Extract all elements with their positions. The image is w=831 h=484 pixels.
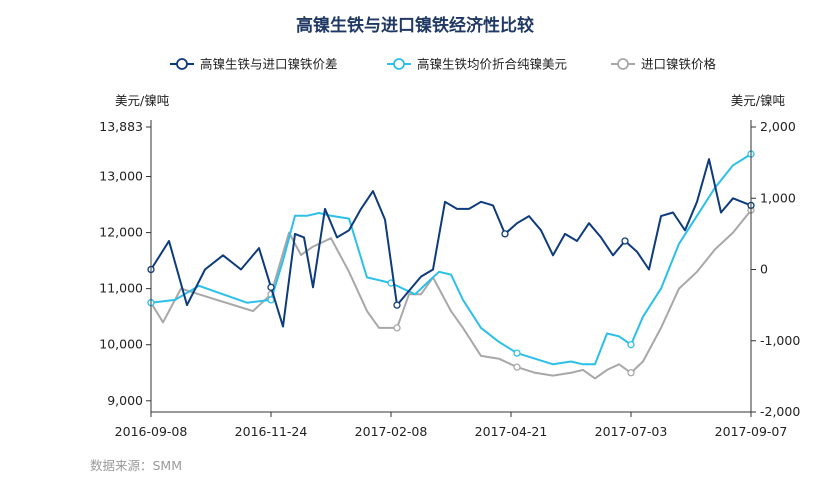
series-marker bbox=[621, 237, 629, 245]
left-axis-ticks: 9,000 10,000 11,000 12,000 13,000 13,883 bbox=[99, 119, 151, 408]
legend-label: 进口镍铁价格 bbox=[641, 57, 717, 72]
series-marker bbox=[267, 296, 275, 304]
left-tick-label: 13,000 bbox=[99, 169, 143, 184]
legend-label: 高镍生铁与进口镍铁价差 bbox=[200, 57, 338, 72]
legend-item-2: 进口镍铁价格 bbox=[611, 57, 717, 72]
x-tick-label: 2017-04-21 bbox=[475, 424, 548, 439]
series-marker bbox=[393, 324, 401, 332]
chart-title: 高镍生铁与进口镍铁经济性比较 bbox=[296, 15, 534, 36]
legend-label: 高镍生铁均价折合纯镍美元 bbox=[417, 57, 567, 72]
x-tick-label: 2016-11-24 bbox=[235, 424, 308, 439]
series-marker bbox=[513, 349, 521, 357]
right-tick-label: 1,000 bbox=[760, 190, 796, 205]
left-tick-label: 12,000 bbox=[99, 225, 143, 240]
x-axis-ticks: 2016-09-08 2016-11-24 2017-02-08 2017-04-21… bbox=[115, 412, 788, 439]
series-marker bbox=[627, 369, 635, 377]
legend-item-0: 高镍生铁与进口镍铁价差 bbox=[170, 57, 338, 72]
series-marker bbox=[501, 230, 509, 238]
series-marker bbox=[513, 363, 521, 371]
legend-marker bbox=[393, 58, 405, 70]
series-line-0 bbox=[150, 158, 752, 328]
right-tick-label: 0 bbox=[760, 262, 768, 277]
series-marker bbox=[627, 341, 635, 349]
left-axis-unit: 美元/镍吨 bbox=[115, 93, 170, 108]
right-axis-ticks: -2,000 -1,000 0 1,000 2,000 bbox=[751, 119, 800, 419]
series-marker bbox=[267, 283, 275, 291]
series-layer bbox=[147, 150, 755, 380]
x-tick-label: 2017-07-03 bbox=[595, 424, 668, 439]
legend-item-1: 高镍生铁均价折合纯镍美元 bbox=[387, 57, 567, 72]
series-line-1 bbox=[150, 153, 752, 366]
left-tick-label: 13,883 bbox=[99, 119, 143, 134]
x-tick-label: 2017-02-08 bbox=[355, 424, 428, 439]
left-tick-label: 9,000 bbox=[107, 393, 143, 408]
right-axis-unit: 美元/镍吨 bbox=[731, 93, 786, 108]
legend: 高镍生铁与进口镍铁价差 高镍生铁均价折合纯镍美元 进口镍铁价格 bbox=[170, 57, 717, 72]
left-tick-label: 10,000 bbox=[99, 337, 143, 352]
right-tick-label: 2,000 bbox=[760, 119, 796, 134]
right-tick-label: -1,000 bbox=[760, 333, 800, 348]
x-tick-label: 2017-09-07 bbox=[715, 424, 788, 439]
x-tick-label: 2016-09-08 bbox=[115, 424, 188, 439]
series-line-2 bbox=[150, 209, 752, 380]
legend-marker bbox=[617, 58, 629, 70]
data-source: 数据来源：SMM bbox=[90, 458, 182, 473]
left-tick-label: 11,000 bbox=[99, 281, 143, 296]
right-tick-label: -2,000 bbox=[760, 404, 800, 419]
series-marker bbox=[393, 301, 401, 309]
legend-marker bbox=[176, 58, 188, 70]
